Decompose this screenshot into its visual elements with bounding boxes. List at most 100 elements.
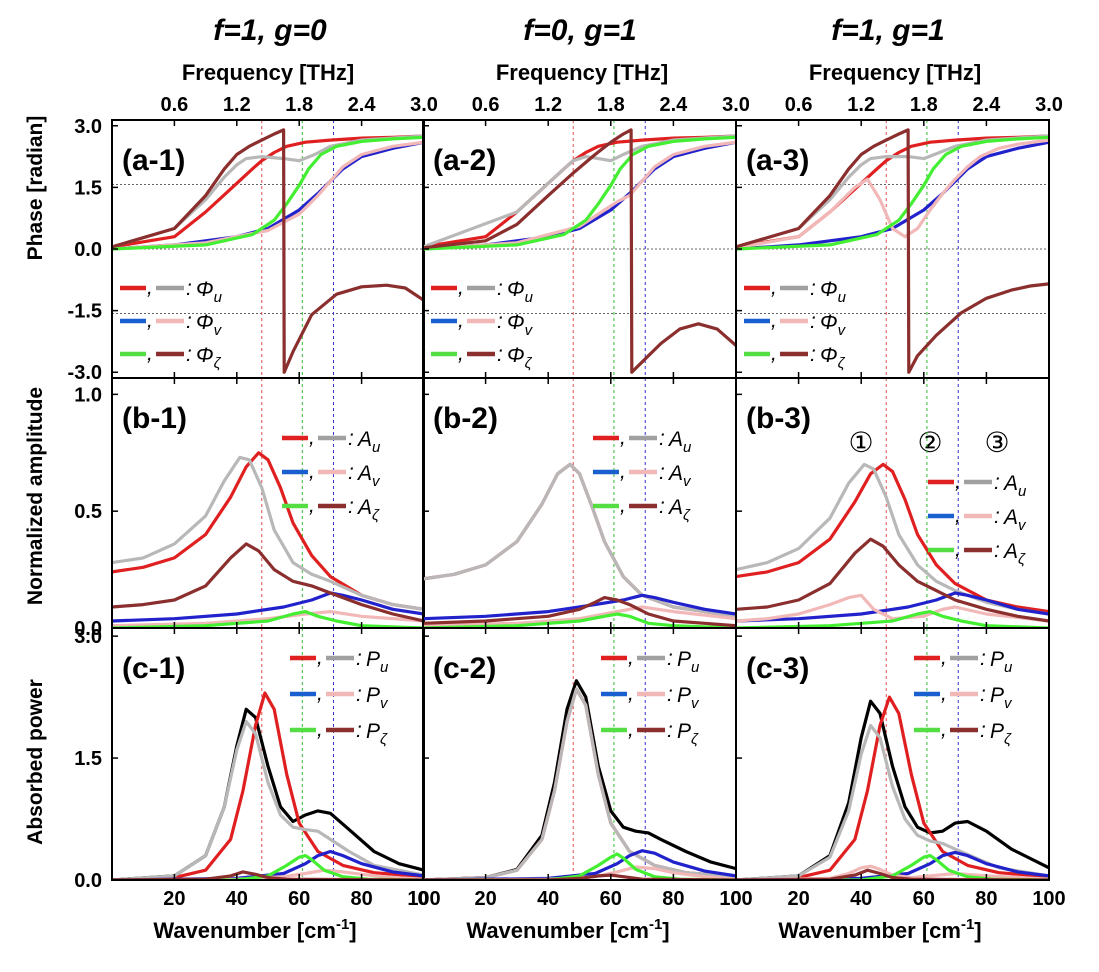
panel-label: (b-3) (746, 402, 811, 435)
legend-separator: , (147, 276, 153, 299)
legend-colon: : (497, 310, 503, 333)
series-phi_u_red (112, 134, 424, 249)
top-tick-label: 2.4 (348, 94, 377, 116)
legend: ,: Au,: Av,: Aζ (282, 426, 381, 524)
bottom-tick-label: 80 (350, 888, 372, 910)
legend-label: Pv (990, 684, 1013, 712)
legend-colon: : (980, 647, 986, 670)
legend-colon: : (356, 647, 362, 670)
legend-separator: , (628, 646, 634, 669)
series-phi_z_brown (423, 128, 736, 374)
series-group (736, 695, 1049, 880)
legend-label: Φζ (196, 344, 222, 372)
legend-separator: , (147, 309, 153, 332)
legend-label: Φv (196, 311, 223, 339)
legend-colon: : (994, 539, 1000, 562)
legend-label: Pu (677, 648, 700, 676)
legend-label: Φu (196, 278, 223, 306)
legend-separator: , (628, 718, 634, 741)
legend-separator: , (309, 426, 315, 449)
bottom-wavenumber-axis: Wavenumber [cm-1] Wavenumber [cm-1] Wave… (153, 916, 981, 943)
series-P_u_red (736, 695, 1049, 880)
panel-label: (b-2) (433, 402, 498, 435)
legend-colon: : (356, 719, 362, 742)
legend-colon: : (497, 343, 503, 366)
legend-colon: : (186, 343, 192, 366)
legend-colon: : (810, 277, 816, 300)
panel-frame (735, 627, 1050, 881)
bottom-tick-label: 40 (850, 888, 872, 910)
legend-colon: : (348, 495, 354, 518)
y-tick-label: -3.0 (68, 362, 102, 384)
legend-label: Aζ (667, 496, 691, 524)
series-total (736, 699, 1049, 880)
series-P_z_green (423, 852, 736, 880)
panel-amplitude-3: (b-3),: Au,: Av,: Aζ (735, 377, 1050, 629)
legend-separator: , (458, 342, 464, 365)
legend-separator: , (620, 426, 626, 449)
legend-separator: , (620, 494, 626, 517)
legend-separator: , (147, 342, 153, 365)
series-A_u_gray (423, 462, 736, 618)
series-phi_z_brown (736, 128, 1049, 374)
mode-marker-3: ③ (984, 426, 1009, 459)
bottom-tick-label: 80 (975, 888, 997, 910)
legend: ,: Φu,: Φv,: Φζ (431, 276, 534, 372)
panel-phase-1: (a-1),: Φu,: Φv,: Φζ (111, 119, 425, 379)
bottom-tick-label: 20 (474, 888, 496, 910)
panel-label: (c-3) (746, 652, 809, 685)
legend-separator: , (771, 342, 777, 365)
column-titles: f=1, g=0 f=0, g=1 f=1, g=1 (213, 14, 944, 47)
legend: ,: Pu,: Pv,: Pζ (601, 646, 700, 748)
legend-label: Au (1002, 472, 1027, 500)
legend-label: Au (667, 428, 692, 456)
legend-label: Av (1002, 506, 1027, 534)
top-tick-label: 1.2 (223, 94, 251, 116)
bottom-tick-label: 80 (662, 888, 684, 910)
top-tick-label: 1.2 (534, 94, 562, 116)
series-A_z_green (736, 610, 1049, 628)
ylabel-amplitude: Normalized amplitude (24, 387, 47, 605)
series-group (736, 128, 1049, 374)
legend: ,: Pu,: Pv,: Pζ (914, 646, 1013, 748)
legend-label: Φζ (507, 344, 533, 372)
series-phi_z_green (112, 135, 424, 251)
row-y-labels: Phase [radian] Normalized amplitude Abso… (24, 116, 47, 845)
legend-label: Pζ (366, 720, 388, 748)
legend-separator: , (317, 682, 323, 705)
series-group (423, 679, 736, 880)
plot-area: 0.6 1.2 1.8 2.4 3.0 0.6 1.2 1.8 2.4 3.0 0.6 1.2 1.8 2… (68, 94, 1066, 910)
bottom-tick-label: 100 (719, 888, 752, 910)
bottom-tick-label: 40 (226, 888, 248, 910)
top-axis-title-1: Frequency [THz] (182, 60, 354, 85)
series-group (736, 462, 1049, 628)
ylabel-phase: Phase [radian] (24, 116, 47, 261)
panel-label: (a-1) (122, 144, 185, 177)
series-A_z_brown (423, 596, 736, 628)
legend-separator: , (317, 718, 323, 741)
legend-separator: , (771, 276, 777, 299)
bottom-axis-title-1: Wavenumber [cm-1] (153, 916, 356, 943)
legend-separator: , (941, 646, 947, 669)
y-tick-label: 3.0 (74, 116, 102, 138)
bottom-tick-label: 0 (730, 888, 741, 910)
panel-phase-2: (a-2),: Φu,: Φv,: Φζ (422, 119, 737, 379)
panel-phase-3: (a-3),: Φu,: Φv,: Φζ (735, 119, 1050, 379)
series-A_u_red (736, 462, 1049, 614)
bottom-tick-label: 100 (407, 888, 440, 910)
series-A_z_brown (112, 542, 424, 623)
legend-colon: : (659, 495, 665, 518)
legend-colon: : (497, 277, 503, 300)
series-A_u_gray (736, 462, 1049, 616)
legend-colon: : (659, 427, 665, 450)
legend-label: Pu (990, 648, 1013, 676)
y-tick-label: 1.5 (74, 177, 102, 199)
panel-power-2: (c-2),: Pu,: Pv,: Pζ (422, 627, 737, 881)
bottom-tick-label: 60 (288, 888, 310, 910)
legend-separator: , (628, 682, 634, 705)
legend-colon: : (667, 683, 673, 706)
panel-amplitude-2: (b-2),: Au,: Av,: Aζ (422, 377, 737, 629)
legend-colon: : (994, 471, 1000, 494)
top-tick-label: 3.0 (1035, 94, 1063, 116)
